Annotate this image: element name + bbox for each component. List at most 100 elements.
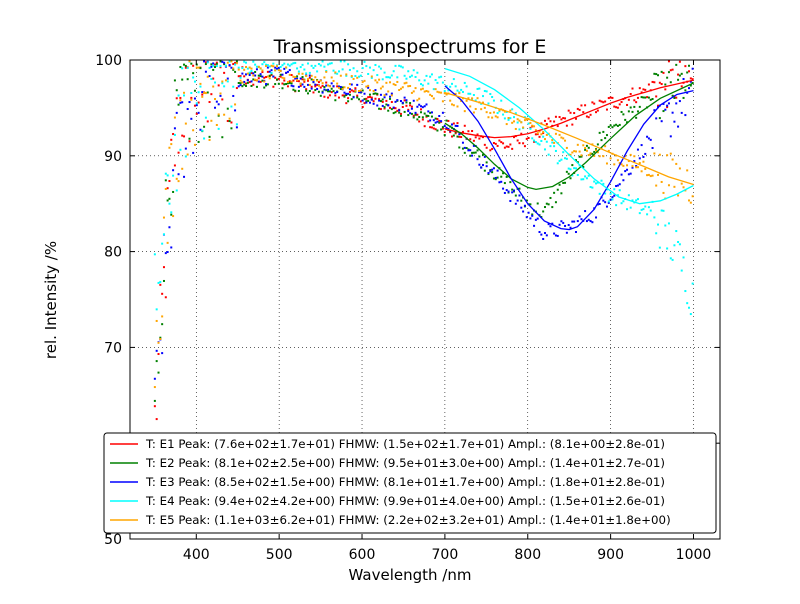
data-point: [640, 144, 643, 147]
data-point: [334, 99, 337, 102]
data-point: [567, 167, 570, 170]
data-point: [166, 199, 169, 202]
data-point: [666, 76, 669, 79]
data-point: [317, 90, 320, 93]
data-point: [427, 90, 430, 93]
data-point: [445, 119, 448, 122]
chart-title: Transmissionspectrums for E: [273, 36, 547, 58]
data-point: [518, 128, 521, 131]
data-point: [609, 192, 612, 195]
data-point: [389, 76, 392, 79]
data-point: [368, 66, 371, 69]
data-point: [239, 79, 242, 82]
data-point: [166, 174, 169, 177]
data-point: [181, 134, 184, 137]
data-point: [243, 75, 246, 78]
data-point: [219, 92, 222, 95]
data-point: [401, 106, 404, 108]
data-point: [620, 202, 623, 205]
data-point: [578, 215, 581, 218]
data-point: [276, 78, 278, 81]
data-point: [660, 70, 663, 73]
data-point: [667, 102, 670, 105]
legend-label: T: E4 Peak: (9.4e+02±4.2e+00) FHMW: (9.9…: [145, 494, 665, 508]
data-point: [350, 83, 353, 86]
data-point: [569, 177, 572, 180]
data-point: [675, 102, 678, 105]
data-point: [203, 60, 206, 63]
data-point: [347, 63, 350, 66]
data-point: [649, 209, 652, 212]
data-point: [691, 78, 694, 81]
data-point: [525, 199, 528, 202]
data-point: [193, 143, 196, 146]
data-point: [363, 60, 366, 63]
data-point: [319, 94, 322, 97]
data-point: [458, 133, 461, 136]
data-point: [460, 88, 463, 91]
data-point: [613, 124, 616, 127]
data-point: [607, 200, 610, 203]
data-point: [197, 66, 200, 69]
data-point: [327, 88, 330, 91]
data-point: [274, 69, 277, 72]
data-point: [414, 111, 417, 114]
data-point: [578, 150, 581, 153]
data-point: [217, 114, 220, 117]
data-point: [347, 86, 350, 89]
data-point: [472, 94, 475, 96]
data-point: [662, 191, 665, 194]
data-point: [509, 143, 512, 146]
data-point: [527, 137, 530, 139]
data-point: [398, 109, 401, 112]
data-point: [399, 65, 402, 68]
data-point: [361, 106, 364, 108]
data-point: [184, 147, 187, 150]
data-point: [452, 104, 455, 107]
data-point: [522, 126, 525, 129]
data-point: [509, 109, 512, 112]
data-point: [633, 160, 636, 163]
data-point: [629, 153, 632, 156]
data-point: [283, 62, 286, 65]
data-point: [179, 101, 182, 104]
data-point: [430, 73, 433, 76]
data-point: [558, 159, 561, 162]
data-point: [667, 60, 670, 63]
data-point: [465, 147, 468, 150]
data-point: [531, 137, 534, 140]
fit-line: [444, 85, 694, 231]
data-point: [651, 98, 654, 100]
data-point: [170, 138, 173, 141]
data-point: [334, 91, 337, 94]
data-point: [348, 93, 351, 96]
data-point: [274, 83, 277, 86]
data-point: [239, 82, 242, 85]
data-point: [345, 94, 348, 97]
data-point: [261, 75, 264, 78]
data-point: [602, 130, 605, 133]
data-point: [392, 83, 395, 86]
data-point: [330, 91, 333, 94]
data-point: [241, 85, 244, 88]
data-point: [420, 88, 423, 91]
data-point: [436, 117, 439, 120]
data-point: [467, 130, 470, 133]
data-point: [255, 85, 258, 88]
data-point: [263, 80, 266, 83]
data-point: [237, 66, 240, 69]
data-point: [414, 87, 417, 90]
data-point: [416, 71, 419, 74]
data-point: [206, 75, 209, 78]
data-point: [647, 173, 650, 176]
data-point: [569, 153, 572, 156]
legend-label: T: E3 Peak: (8.5e+02±1.5e+00) FHMW: (8.1…: [145, 475, 665, 489]
data-point: [219, 66, 222, 69]
data-point: [197, 111, 200, 114]
data-point: [638, 105, 641, 108]
x-tick-label: 800: [514, 547, 541, 563]
data-point: [296, 75, 299, 78]
data-point: [219, 94, 222, 97]
data-point: [381, 100, 384, 103]
data-point: [181, 78, 184, 81]
